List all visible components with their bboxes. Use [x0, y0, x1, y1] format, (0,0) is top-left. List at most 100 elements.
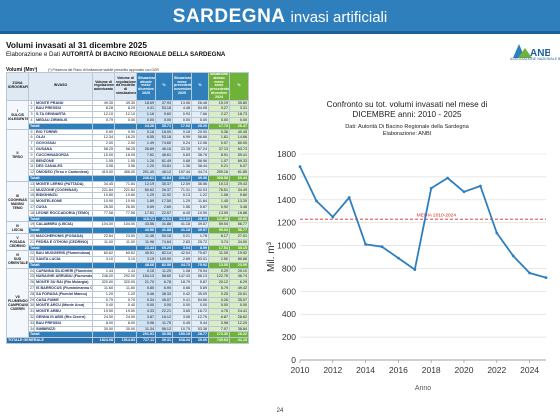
zone-name: FLUMENDOSA CAMPIDANO CIXERRI — [8, 298, 29, 311]
header-last-year-pct: % — [229, 72, 250, 101]
reservoir-row: 34 SIMBIRIZZI 30.00 30.00 11.34 56.12 10.75 53.… — [7, 325, 250, 333]
reservoir-last-year-pct: 16.88 — [229, 209, 250, 217]
report-subtitle: Elaborazione e Dati AUTORITÀ DI BACINO R… — [6, 51, 225, 58]
x-tick-label: 2018 — [422, 365, 441, 375]
zone-total-row: Totali 246.61 46.84 236.17 49.36 308.58 60.44 — [7, 174, 250, 182]
grand-total-last-year-pct: 41.10 — [229, 337, 250, 345]
reservoir-row: V POSADA CEDRINO 20 MACCHERONIS (POSADA) 22.… — [6, 232, 250, 252]
grand-total-previous-pct: 35.00 — [191, 337, 210, 345]
zone-name: COGHINAS MANNU TEMO — [8, 197, 27, 210]
zone-total-row: Totali 23.44 69.29 3.04 8.99 17.54 40.19 — [7, 244, 250, 252]
reservoir-name: OMODEO (Tirso e Cantoniera) — [33, 169, 94, 176]
table-unit-label: Volumi (Mm³) — [6, 67, 38, 73]
y-tick-label: 1600 — [277, 172, 296, 182]
zone-total-row: Totali 43.56 41.88 41.18 39.57 59.04 56.77 — [7, 227, 250, 234]
reservoir-name: RIO TORREI — [33, 128, 94, 136]
reservoir-row: 11 DES CANALES 3.56 3.56 1.20 33.81 1.36 38.44 0… — [7, 163, 250, 171]
header-last-year: Situazione stesso mese anno precedente d… — [208, 72, 231, 101]
reservoir-row: 3 S.TA GENNARTA 12.10 12.10 1.16 9.60 0.93 7.66… — [7, 111, 250, 118]
table-header-row: ZONA IDROGRAFICA INVASO Volume di regola… — [6, 72, 250, 101]
zone-total-last-year-pct: 26.47 — [229, 122, 250, 130]
zone-total-label: Totali — [27, 174, 94, 182]
zone-cell: VIIFLUMENDOSA CAMPIDANO CIXERRI — [6, 267, 29, 339]
grand-total-reg: 1824.08 — [92, 337, 116, 345]
reservoir-index: 19 — [28, 221, 35, 229]
reservoir-last-year-pct: 40.45 — [229, 128, 250, 136]
reservoir-name: IS BARROCUS (Fluminimannu CA) — [33, 285, 94, 292]
reservoir-index: 12 — [28, 169, 35, 176]
chart-source: Dati: Autorità Di Bacino Regionale della… — [345, 124, 469, 130]
reservoir-index: 11 — [28, 163, 35, 171]
data-point — [315, 199, 318, 203]
y-tick-label: 400 — [282, 309, 296, 319]
zone-total-row: Totali 48.66 82.59 44.73 75.92 13.55 23.00 — [7, 261, 250, 269]
reservoir-index: 24 — [28, 267, 35, 275]
zone-cell: III COGHINAS MANNU TEMO — [6, 180, 29, 223]
chart-title: Confronto su tot. volumi invasati nel me… — [262, 100, 552, 120]
report-subtitle-prefix: Elaborazione e Dati — [6, 51, 61, 58]
reservoir-row: 10 BENZONE 1.55 1.55 1.26 81.49 0.88 56.96 1.07 6… — [7, 157, 250, 165]
zone-name: TIRSO — [12, 155, 23, 160]
data-point — [347, 196, 351, 199]
zone-total-label: Totali — [27, 215, 94, 223]
reservoir-last-year-pct: 56.77 — [229, 221, 250, 229]
chart-title-line1: Confronto su tot. volumi invasati nel me… — [326, 100, 488, 109]
reservoir-index: 16 — [28, 198, 35, 205]
title-banner: SARDEGNA invasi artificiali — [0, 0, 560, 34]
grand-total-previous: 638.34 — [172, 337, 193, 345]
x-tick-label: 2014 — [356, 365, 375, 375]
zone-total-label: Totali — [27, 244, 94, 252]
data-point — [528, 271, 531, 275]
zone-number: IV — [15, 223, 20, 228]
data-point — [413, 268, 417, 271]
reservoir-last-year-pct: 27.01 — [229, 232, 250, 240]
chart-credit: Elaborazione: ANBI — [382, 131, 432, 138]
reservoir-row: 18 LEONE ROCCADORIA (TEMO) 77.58 77.58 17.51… — [7, 209, 250, 217]
reservoir-row: 30 MONTE ARCU (Monte Arca) 0.40 0.40 0.00 0.0… — [7, 302, 250, 310]
zone-total-last-year-pct: 56.77 — [229, 227, 250, 234]
reservoir-last-year-pct: 34.49 — [229, 186, 250, 194]
zone-total-label: Totali — [27, 227, 94, 234]
zone-total-last-year-pct: 60.44 — [229, 174, 250, 182]
x-tick-label: 2016 — [389, 365, 408, 375]
zone-name: LISCIA — [11, 227, 24, 232]
reservoir-row: 17 CUGA 26.50 26.50 0.69 2.60 1.56 5.87 0.92 3.46 — [7, 203, 250, 211]
reservoir-index: 32 — [28, 314, 35, 321]
x-axis-label: Anno — [415, 385, 431, 392]
grand-total-row: TOTALE GENERALE 1824.08 1914.83 717.11 39.31… — [5, 337, 250, 345]
anbi-logo-subtext: ASSOCIAZIONE NAZIONALE BONIFICHE — [510, 57, 560, 61]
header-previous: Situazione mese precedente novembre 2025 — [172, 72, 193, 101]
reservoir-index: 25 — [28, 273, 35, 281]
reservoir-last-year-pct: 34.00 — [229, 238, 250, 246]
y-tick-label: 1200 — [277, 218, 296, 228]
reservoir-index: 23 — [28, 256, 35, 263]
reservoir-name: MACCHERONIS (POSADA) — [33, 232, 94, 240]
reservoir-index: 18 — [28, 209, 35, 217]
series-line — [299, 166, 547, 279]
header-invaso: INVASO — [27, 72, 94, 101]
reservoir-name: MONTELEONE — [33, 198, 94, 205]
zone-total-label: Totali — [27, 122, 94, 130]
reservoir-row: 15 BIDIGHINZU 10.80 10.80 1.29 11.92 0.13 1.22 1… — [7, 192, 250, 200]
header-regolazione: Volume di regolazione autorizzato — [92, 72, 116, 101]
zone-number: III — [16, 193, 19, 198]
data-point — [298, 165, 302, 168]
reservoir-row: VI SUD ORIENTALE 22 BAU MUGGERIS (Flumendos… — [6, 250, 250, 269]
header-zone: ZONA IDROGRAFICA — [6, 72, 29, 101]
zone-total-last-year-pct: 40.19 — [229, 244, 250, 252]
reservoir-last-year-pct: 69.33 — [229, 157, 250, 165]
header-current-pct: % — [155, 72, 174, 101]
reservoir-name: NURAGHE ARRUBIU (Flumendosa) (*) — [33, 273, 94, 281]
reservoir-last-year-pct: 60.00 — [229, 140, 250, 147]
reservoir-row: 16 MONTELEONE 10.90 10.90 1.89 17.50 1.29 11.84… — [7, 198, 250, 205]
reservoir-row: IV LISCIA 19 CALAMBRU (LISCIA) 104.00 104.00 4… — [6, 221, 250, 234]
reservoir-name: CUCCHINADORZA — [33, 151, 94, 159]
anbi-logo-text: ANBI — [530, 48, 550, 59]
reservoir-index: 28 — [28, 290, 35, 298]
reservoir-index: 13 — [28, 180, 35, 188]
reservoir-name: LEONE ROCCADORIA (TEMO) — [33, 209, 94, 217]
header-simulazione: Volume di regolazione da modello di simu… — [114, 72, 138, 101]
reservoir-index: 29 — [28, 296, 35, 304]
reservoir-index: 22 — [28, 250, 35, 258]
reservoir-last-year-pct: 3.46 — [229, 203, 250, 211]
